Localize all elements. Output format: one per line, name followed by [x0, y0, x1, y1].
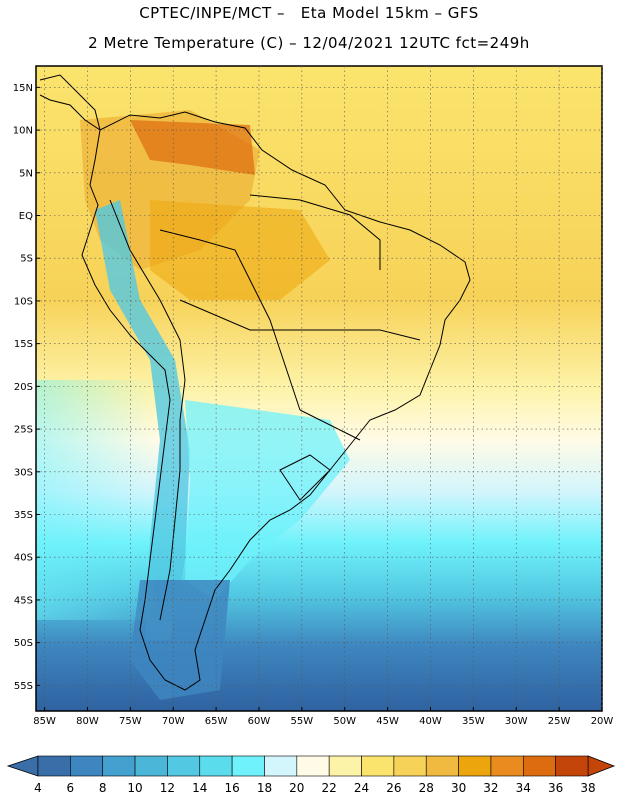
map-title-line-2: 2 Metre Temperature (C) – 12/04/2021 12U… [88, 34, 530, 52]
colorbar-segment [231, 755, 265, 777]
map-field [36, 66, 602, 711]
coastlines [39, 74, 471, 691]
colorbar-segment [490, 755, 524, 777]
lon-label: 85W [33, 716, 56, 727]
colorbar-segment [393, 755, 427, 777]
lon-label: 40W [419, 716, 442, 727]
colorbar-segment [167, 755, 201, 777]
graticule [36, 66, 603, 711]
colorbar-tick-label: 34 [516, 781, 531, 795]
map-frame [35, 65, 603, 712]
lat-label: 55S [14, 681, 33, 692]
colorbar-arrow-low [6, 755, 39, 777]
south-america-coastline [81, 111, 471, 691]
lat-label: 10S [14, 296, 33, 307]
colorbar-segment [199, 755, 233, 777]
uruguay-border [279, 454, 331, 501]
cool-southern-cone [185, 400, 350, 600]
colorbar-segment [134, 755, 168, 777]
lat-label: 30S [14, 467, 33, 478]
colorbar-segment [264, 755, 298, 777]
lon-label: 80W [76, 716, 99, 727]
colorbar-tick-label: 4 [34, 781, 42, 795]
lat-label: 10N [13, 126, 33, 137]
lon-label: 35W [462, 716, 485, 727]
longitude-labels: 85W 80W 75W 70W 65W 60W 55W 50W 45W 40W 35W 30W 25W 2… [33, 716, 613, 727]
lon-label: 55W [291, 716, 314, 727]
lon-label: 70W [162, 716, 185, 727]
pacific-cool-band [36, 380, 156, 620]
lat-label: 50S [14, 638, 33, 649]
colorbar-segment [70, 755, 104, 777]
colorbar-segment [296, 755, 330, 777]
colorbar-tick-label: 30 [451, 781, 466, 795]
colorbar-segment [328, 755, 362, 777]
colorbar-tick-label: 24 [354, 781, 369, 795]
colorbar-segment [102, 755, 136, 777]
hottest-region-venezuela [130, 120, 255, 175]
colorbar-segment [425, 755, 459, 777]
lon-label: 20W [591, 716, 614, 727]
colorbar-tick-label: 20 [289, 781, 304, 795]
colorbar-segment [522, 755, 556, 777]
colorbar-tick-label: 8 [99, 781, 107, 795]
lat-label: 35S [14, 510, 33, 521]
colorbar-tick-label: 36 [548, 781, 563, 795]
internal-border-2 [179, 299, 421, 341]
lat-label: 5S [20, 254, 33, 265]
colorbar-tick-label: 28 [419, 781, 434, 795]
colorbar-tick-label: 12 [160, 781, 175, 795]
latitude-labels: 15N 10N 5N EQ 5S 10S 15S 20S 25S 30S 35S 40S 45S 50S 5… [13, 83, 33, 692]
brazil-west-border [159, 229, 301, 411]
colorbar-segment [458, 755, 492, 777]
lat-label: 15N [13, 83, 33, 94]
lon-label: 30W [505, 716, 528, 727]
lat-label: 20S [14, 382, 33, 393]
map-title-line-1: CPTEC/INPE/MCT – Eta Model 15km – GFS [139, 4, 479, 22]
cool-andes-strip [95, 200, 190, 640]
andes-border [109, 199, 186, 621]
lon-label: 50W [333, 716, 356, 727]
colorbar-labels: 4 6 8 10 12 14 16 18 20 22 24 26 28 30 32 34 36 38 [34, 781, 595, 795]
colorbar-tick-label: 10 [127, 781, 142, 795]
colorbar-tick-label: 16 [224, 781, 239, 795]
lat-label: EQ [19, 211, 33, 222]
lat-label: 40S [14, 553, 33, 564]
lon-label: 75W [119, 716, 142, 727]
colorbar-tick-label: 14 [192, 781, 207, 795]
colorbar-tick-label: 38 [580, 781, 595, 795]
colorbar-segment [555, 755, 589, 777]
colorbar-tick-label: 26 [386, 781, 401, 795]
lon-label: 60W [248, 716, 271, 727]
lat-label: 5N [19, 168, 33, 179]
internal-border-3 [299, 409, 361, 441]
hot-region-amazon [150, 200, 330, 300]
colorbar-segment [37, 755, 71, 777]
colorbar-tick-label: 22 [322, 781, 337, 795]
lon-label: 45W [376, 716, 399, 727]
colorbar-segment [361, 755, 395, 777]
colorbar-arrow-high [587, 755, 616, 777]
colorbar-tick-label: 18 [257, 781, 272, 795]
lon-label: 25W [548, 716, 571, 727]
lat-label: 45S [14, 595, 33, 606]
lon-label: 65W [205, 716, 228, 727]
lat-label: 15S [14, 339, 33, 350]
colorbar [6, 755, 616, 777]
colorbar-tick-label: 6 [67, 781, 75, 795]
colorbar-tick-label: 32 [483, 781, 498, 795]
internal-border-1 [249, 194, 381, 270]
lat-label: 25S [14, 425, 33, 436]
